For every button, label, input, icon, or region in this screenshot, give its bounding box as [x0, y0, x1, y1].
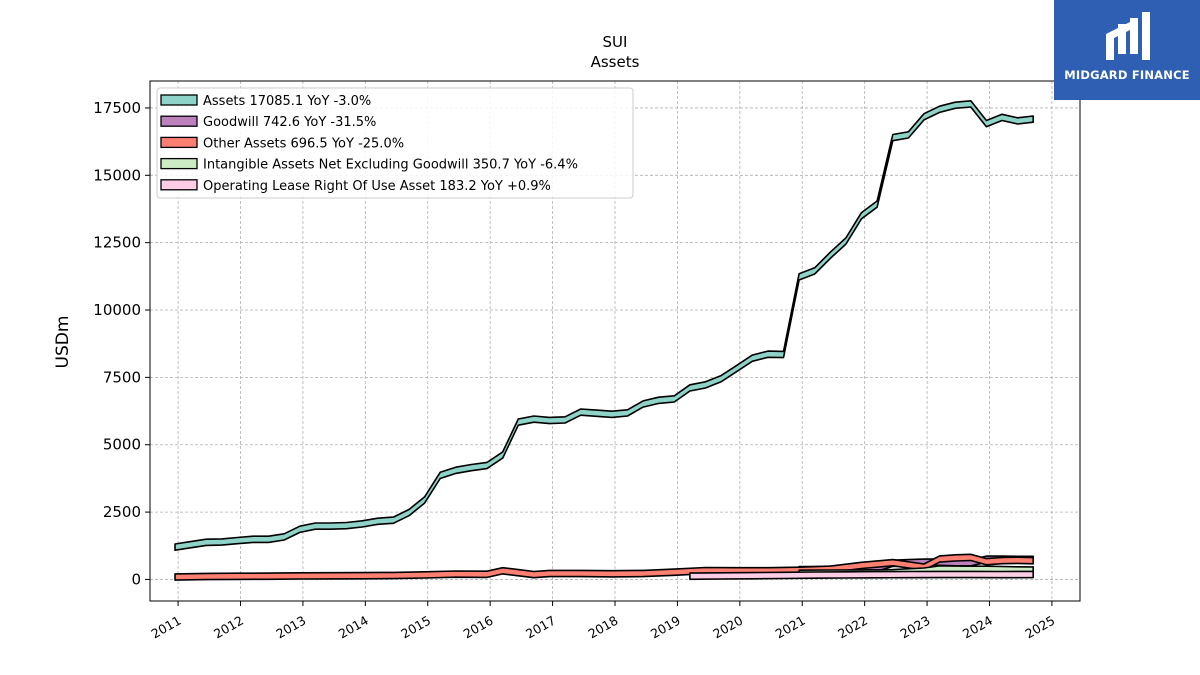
brand-name: MIDGARD FINANCE — [1064, 68, 1190, 82]
y-tick-label: 12500 — [93, 234, 141, 252]
chart-title: SUI — [603, 33, 628, 51]
chart-subtitle: Assets — [591, 53, 640, 71]
x-tick-label: 2011 — [149, 613, 184, 642]
legend-swatch — [160, 115, 198, 127]
y-tick-label: 5000 — [103, 436, 141, 454]
x-tick-label: 2025 — [1022, 613, 1057, 642]
x-tick-label: 2015 — [398, 613, 433, 642]
x-tick-label: 2018 — [585, 613, 620, 642]
legend-entry: Other Assets 696.5 YoY -25.0% — [203, 136, 404, 151]
legend-entry: Intangible Assets Net Excluding Goodwill… — [203, 158, 578, 173]
series-band-operating-lease-right-of-use-asset — [689, 570, 1034, 581]
x-tick-label: 2020 — [710, 613, 745, 642]
legend-entry: Operating Lease Right Of Use Asset 183.2… — [203, 179, 551, 194]
series-band-other-assets — [174, 553, 1034, 581]
x-tick-label: 2017 — [523, 613, 558, 642]
legend-swatch — [160, 179, 198, 191]
x-axis-ticks: 2011 2012 2013 2014 2015 2016 2017 2018 2019 2020… — [149, 601, 1057, 642]
brand-logo: MIDGARD FINANCE — [1054, 0, 1200, 100]
y-axis-label: USDm — [53, 316, 73, 369]
y-axis-ticks: 0 2500 5000 7500 10000 12500 15000 17500 — [93, 99, 150, 588]
legend-box — [156, 87, 634, 199]
legend-entry: Assets 17085.1 YoY -3.0% — [203, 94, 371, 109]
legend-swatch — [160, 94, 198, 106]
legend: Assets 17085.1 YoY -3.0% Goodwill 742.6 Y… — [156, 87, 634, 199]
y-tick-label: 10000 — [93, 301, 141, 319]
x-tick-label: 2014 — [336, 613, 371, 642]
legend-swatch — [160, 157, 198, 170]
series-band-assets — [174, 100, 1034, 551]
y-tick-label: 17500 — [93, 99, 141, 117]
x-tick-label: 2022 — [835, 613, 870, 642]
y-tick-label: 15000 — [93, 166, 141, 184]
y-tick-label: 0 — [131, 570, 141, 588]
x-tick-label: 2021 — [773, 613, 808, 642]
legend-swatch — [160, 136, 198, 149]
x-tick-label: 2019 — [648, 613, 683, 642]
y-tick-label: 7500 — [103, 368, 141, 386]
y-tick-label: 2500 — [103, 503, 141, 521]
x-tick-label: 2012 — [211, 613, 246, 642]
midgard-logo-icon — [1106, 12, 1150, 60]
series-group — [174, 100, 1034, 581]
x-tick-label: 2024 — [960, 613, 995, 642]
x-tick-label: 2023 — [898, 613, 933, 642]
x-tick-label: 2016 — [461, 613, 496, 642]
x-tick-label: 2013 — [273, 613, 308, 642]
legend-entry: Goodwill 742.6 YoY -31.5% — [203, 115, 376, 130]
